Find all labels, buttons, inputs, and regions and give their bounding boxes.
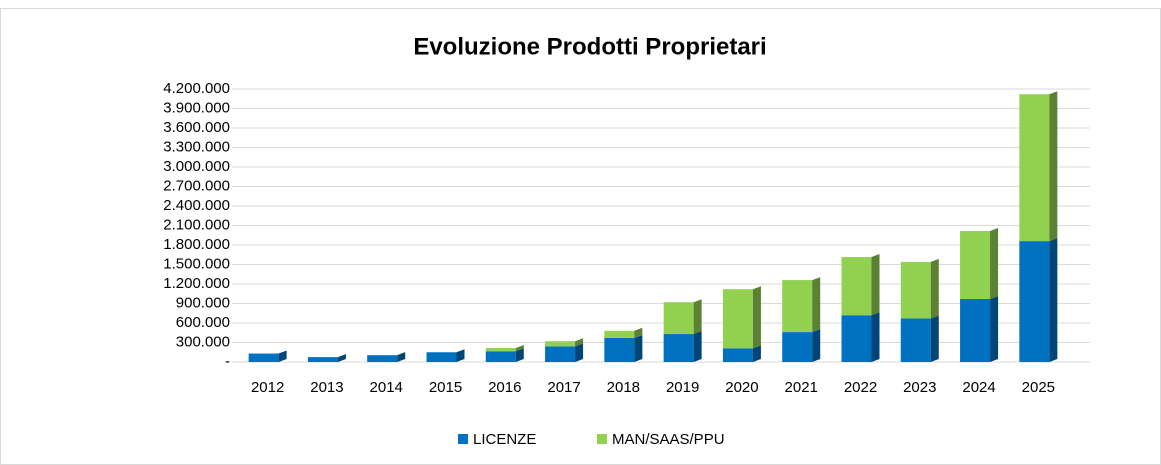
y-tick-label: 3.900.000 [163, 99, 230, 116]
bar-side [1049, 238, 1058, 362]
bar-segment [545, 341, 576, 347]
bar-segment [426, 352, 457, 362]
bar-segment [841, 315, 872, 362]
y-tick-label: - [225, 353, 230, 370]
bar-side [990, 295, 999, 362]
bar-side [575, 343, 584, 362]
y-tick-label: 300.000 [176, 333, 230, 350]
bar-side [634, 334, 643, 362]
bar-segment [960, 298, 991, 362]
bar-segment [722, 289, 753, 349]
bar-side [812, 329, 821, 362]
x-tick-label: 2016 [488, 379, 521, 396]
chart-title: Evoluzione Prodotti Proprietari [413, 33, 766, 60]
bar-side [752, 286, 761, 349]
bar-segment [307, 357, 338, 362]
x-tick-label: 2015 [429, 379, 462, 396]
bar-segment [663, 334, 694, 362]
x-tick-label: 2025 [1022, 379, 1055, 396]
y-tick-label: 3.600.000 [163, 119, 230, 136]
legend-label: LICENZE [473, 431, 536, 448]
bar-segment [782, 280, 813, 333]
bar-segment [722, 348, 753, 362]
bar-side [990, 228, 999, 299]
bar-side [634, 327, 643, 338]
bar-side [515, 348, 524, 362]
bar-segment [960, 231, 991, 299]
bar-side [930, 258, 939, 319]
bar-side [693, 331, 702, 362]
y-tick-label: 1.800.000 [163, 236, 230, 253]
bar-segment [1019, 241, 1050, 362]
bar-segment [663, 302, 694, 335]
bar-segment [367, 355, 398, 362]
bar-side [871, 312, 880, 362]
x-tick-label: 2012 [251, 379, 284, 396]
bar-side [930, 315, 939, 362]
bar-side [1049, 91, 1058, 242]
bar-side [397, 352, 406, 362]
bar-side [693, 299, 702, 335]
x-tick-label: 2019 [666, 379, 699, 396]
y-tick-label: 2.700.000 [163, 177, 230, 194]
x-tick-label: 2014 [370, 379, 403, 396]
bar-side [871, 254, 880, 316]
x-tick-label: 2021 [785, 379, 818, 396]
bar-segment [485, 351, 516, 362]
y-tick-label: 4.200.000 [163, 80, 230, 97]
bar-side [752, 345, 761, 362]
y-tick-label: 1.500.000 [163, 255, 230, 272]
legend-label: MAN/SAAS/PPU [612, 431, 725, 448]
legend-swatch [458, 434, 468, 444]
y-tick-label: 2.100.000 [163, 216, 230, 233]
x-tick-label: 2018 [607, 379, 640, 396]
bar-side [812, 277, 821, 333]
bar-side [575, 338, 584, 347]
x-tick-label: 2023 [903, 379, 936, 396]
legend-swatch [597, 434, 607, 444]
bar-segment [782, 332, 813, 362]
bar-side [278, 350, 287, 362]
bar-segment [485, 348, 516, 352]
bar-segment [604, 330, 635, 338]
bar-side [337, 354, 346, 362]
bar-side [515, 345, 524, 352]
y-tick-label: 3.000.000 [163, 158, 230, 175]
y-tick-label: 900.000 [176, 294, 230, 311]
x-tick-label: 2013 [310, 379, 343, 396]
bar-segment [900, 261, 931, 319]
bar-segment [1019, 94, 1050, 242]
bar-side [456, 349, 465, 362]
y-tick-label: 600.000 [176, 314, 230, 331]
bar-segment [604, 337, 635, 362]
x-tick-label: 2017 [547, 379, 580, 396]
y-tick-label: 2.400.000 [163, 197, 230, 214]
y-tick-label: 1.200.000 [163, 275, 230, 292]
bar-segment [248, 353, 279, 362]
y-tick-label: 3.300.000 [163, 138, 230, 155]
x-tick-label: 2024 [962, 379, 995, 396]
bar-segment [841, 257, 872, 316]
bar-segment [545, 346, 576, 362]
x-tick-label: 2022 [844, 379, 877, 396]
bar-segment [900, 318, 931, 362]
x-tick-label: 2020 [725, 379, 758, 396]
